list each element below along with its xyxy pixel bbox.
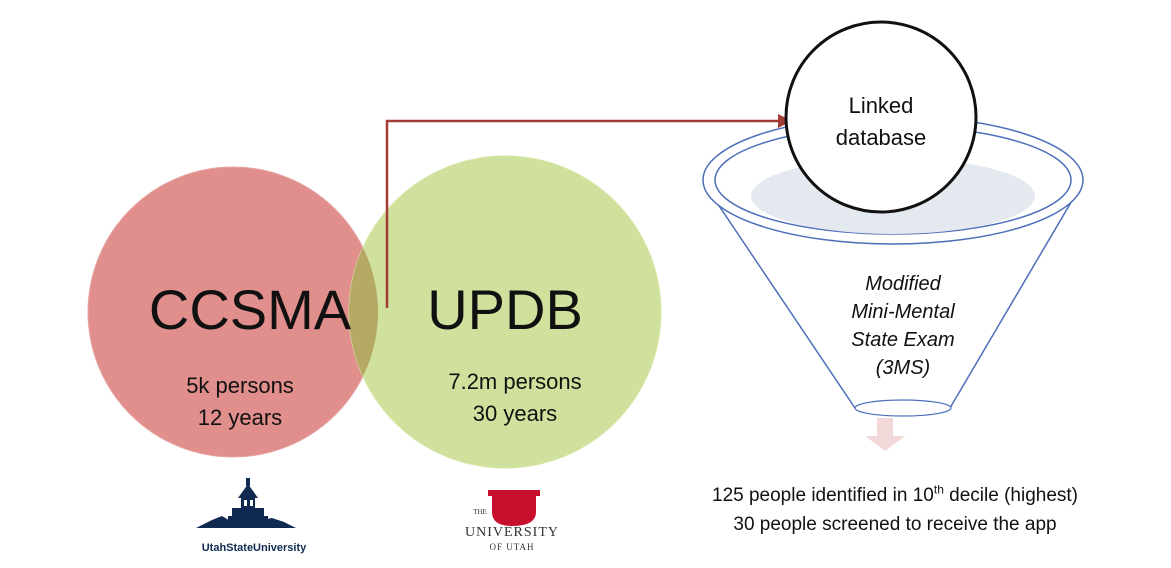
result-line1-post: decile (highest): [943, 485, 1078, 506]
linked-database-line1: Linked: [848, 93, 914, 118]
result-line1: 125 people identified in 10th decile (hi…: [650, 482, 1140, 510]
funnel-label-line2: Mini-Mental: [851, 301, 955, 323]
down-arrow: [865, 418, 905, 451]
result-line1-sup: th: [933, 482, 944, 497]
uofu-university: UNIVERSITY: [465, 525, 559, 540]
ccsma-label: CCSMA: [148, 278, 352, 341]
funnel-bottom: [854, 399, 952, 417]
result-line2: 30 people screened to receive the app: [733, 514, 1057, 535]
result-line1-pre: 125 people identified in 10: [712, 485, 934, 506]
linked-database-circle: [784, 20, 978, 214]
funnel-label-line3: State Exam: [851, 329, 955, 351]
funnel-label-line4: (3MS): [875, 357, 931, 379]
funnel-label-line1: Modified: [865, 273, 941, 295]
uofu-of-utah: OF UTAH: [489, 542, 534, 552]
updb-years: 30 years: [472, 401, 558, 426]
usu-logo-mark: [196, 478, 296, 528]
ccsma-years: 12 years: [197, 405, 283, 430]
uofu-logo-mark: [488, 490, 540, 526]
usu-logo-text: UtahStateUniversity: [202, 542, 307, 554]
updb-label: UPDB: [427, 278, 583, 341]
link-arrow: [385, 119, 780, 308]
updb-persons: 7.2m persons: [448, 369, 582, 394]
uofu-the: THE: [473, 508, 487, 516]
ccsma-persons: 5k persons: [186, 373, 294, 398]
linked-database-line2: database: [835, 125, 927, 150]
